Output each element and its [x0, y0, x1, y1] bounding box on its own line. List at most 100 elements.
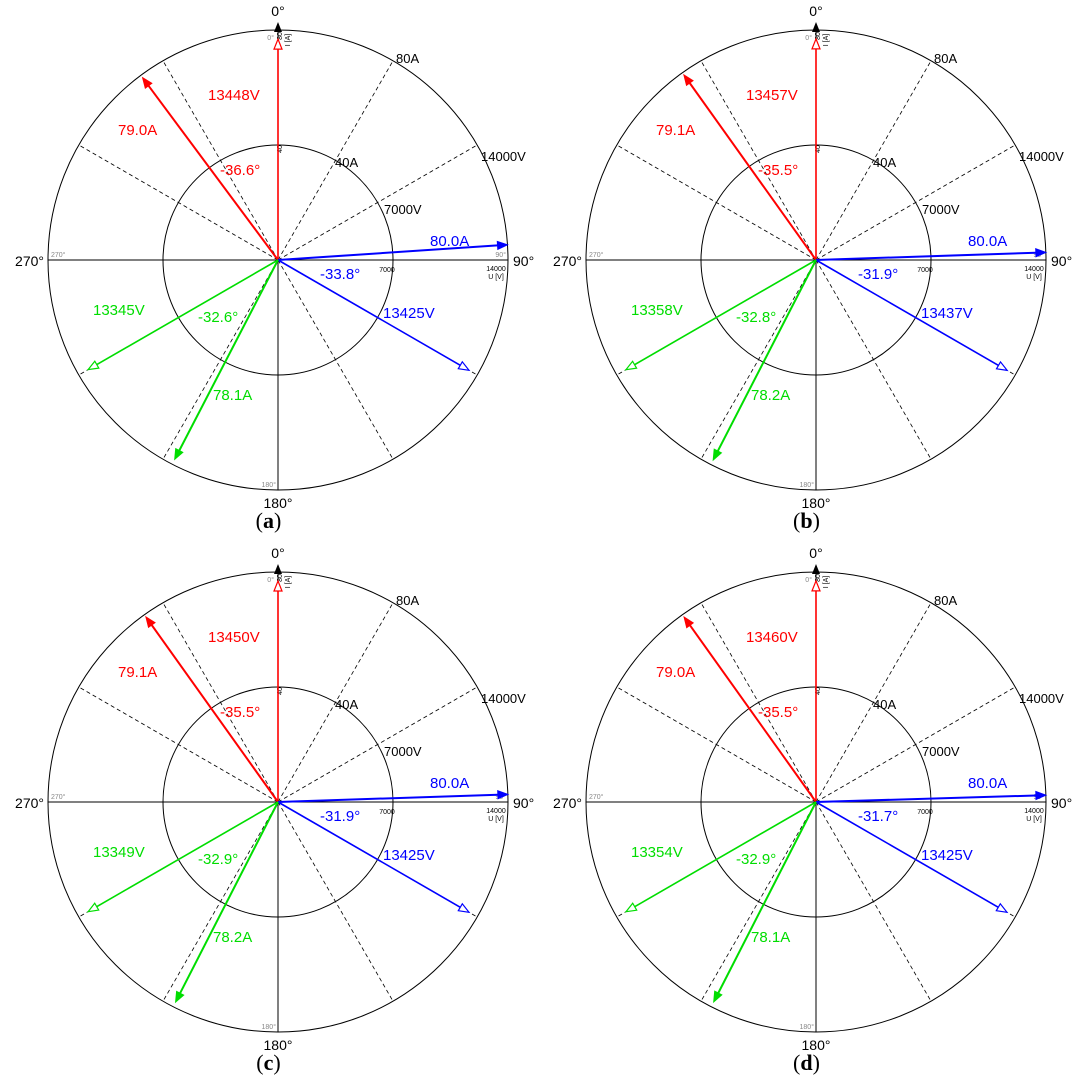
phase-angle-label-green: -32.9° — [198, 851, 238, 868]
voltage-axis-unit: U [V] — [1026, 274, 1042, 281]
grid-radial-60 — [815, 686, 1016, 803]
small-angle-label-270: 270° — [589, 793, 604, 801]
small-angle-label-90: 90° — [495, 251, 506, 259]
current-phasor-blue — [277, 244, 498, 261]
current-label-blue: 80.0A — [968, 233, 1007, 250]
voltage-tick-14000: 14000 — [1024, 808, 1044, 815]
current-phasor-blue — [277, 793, 498, 803]
small-angle-label-180: 180° — [262, 481, 277, 489]
grid-radial-210 — [162, 259, 279, 460]
grid-radial-330 — [700, 60, 817, 261]
current-phasor-red — [147, 85, 279, 261]
small-angle-label-0: 0° — [267, 576, 274, 584]
current-arrowhead-green — [712, 448, 723, 462]
voltage-axis-unit: U [V] — [1026, 816, 1042, 823]
grid-radial-300 — [616, 686, 817, 803]
grid-radial-150 — [815, 259, 932, 460]
current-axis-unit: I [A] — [285, 34, 292, 47]
voltage-tick-14000: 14000 — [1024, 266, 1044, 273]
ring-label-80a: 80A — [396, 593, 419, 608]
voltage-label-red: 13450V — [208, 629, 260, 646]
small-angle-label-180: 180° — [800, 1023, 815, 1031]
grid-radial-30 — [277, 60, 394, 261]
grid-radial-330 — [700, 602, 817, 803]
voltage-arrowhead-green — [624, 360, 638, 371]
angle-label-180: 180° — [802, 495, 831, 511]
current-tick-40: 40 — [815, 687, 822, 695]
angle-label-270: 270° — [15, 253, 44, 269]
ring-label-40a: 40A — [873, 155, 896, 170]
voltage-label-blue: 13425V — [383, 847, 435, 864]
current-phasor-blue — [815, 251, 1036, 261]
grid-radial-60 — [277, 686, 478, 803]
voltage-arrowhead-blue — [457, 902, 471, 914]
phasor-panel-c: 0°90°180°270°0°90°180°270°40A80A7000V140… — [0, 542, 537, 1084]
voltage-tick-7000: 7000 — [917, 267, 933, 274]
current-phasor-green — [716, 259, 817, 452]
current-phasor-green — [717, 801, 817, 994]
grid-radial-30 — [277, 602, 394, 803]
voltage-label-green: 13358V — [631, 302, 683, 319]
angle-label-0: 0° — [809, 545, 822, 561]
current-label-red: 79.0A — [118, 122, 157, 139]
ring-label-14000v: 14000V — [1019, 691, 1064, 706]
voltage-arrowhead-red — [273, 579, 283, 592]
current-arrowhead-green — [174, 447, 184, 461]
caption-b: (b) — [793, 508, 820, 533]
voltage-phasor-green — [96, 259, 279, 366]
phasor-chart-d: 0°90°180°270°0°90°180°270°40A80A7000V140… — [553, 545, 1072, 1053]
current-axis-unit: I [A] — [285, 576, 292, 589]
ring-label-7000v: 7000V — [922, 202, 960, 217]
voltage-phasor-blue — [815, 259, 999, 367]
ring-label-80a: 80A — [934, 51, 957, 66]
voltage-tick-7000: 7000 — [917, 809, 933, 816]
grid-radial-330 — [162, 60, 279, 261]
grid-radial-30 — [815, 602, 932, 803]
phase-angle-label-green: -32.9° — [736, 851, 776, 868]
voltage-tick-14000: 14000 — [486, 266, 506, 273]
ring-label-14000v: 14000V — [481, 149, 526, 164]
ring-label-80a: 80A — [934, 593, 957, 608]
angle-label-180: 180° — [264, 1037, 293, 1053]
grid-radial-300 — [616, 144, 817, 261]
caption-a: (a) — [255, 508, 282, 533]
current-tick-40: 40 — [277, 687, 284, 695]
ring-label-7000v: 7000V — [922, 744, 960, 759]
voltage-label-green: 13354V — [631, 844, 683, 861]
current-label-blue: 80.0A — [430, 775, 469, 792]
current-axis-unit: I [A] — [823, 34, 830, 47]
current-arrowhead-red — [145, 615, 156, 629]
up-arrow-icon — [812, 564, 820, 574]
grid-radial-210 — [162, 801, 279, 1002]
small-angle-label-180: 180° — [800, 481, 815, 489]
current-arrowhead-blue — [1035, 247, 1048, 258]
current-tick-80: 80 — [815, 32, 822, 40]
angle-label-180: 180° — [802, 1037, 831, 1053]
voltage-axis-unit: U [V] — [488, 274, 504, 281]
voltage-arrowhead-blue — [995, 902, 1009, 914]
voltage-label-red: 13460V — [746, 629, 798, 646]
voltage-arrowhead-blue — [995, 360, 1009, 372]
caption-c: (c) — [256, 1050, 281, 1075]
angle-label-270: 270° — [553, 253, 582, 269]
angle-label-270: 270° — [553, 795, 582, 811]
current-arrowhead-red — [141, 76, 153, 89]
grid-radial-150 — [815, 801, 932, 1002]
voltage-arrowhead-red — [811, 37, 821, 50]
grid-radial-60 — [277, 144, 478, 261]
current-phasor-blue — [815, 794, 1036, 803]
angle-label-270: 270° — [15, 795, 44, 811]
current-phasor-green — [179, 801, 279, 994]
current-phasor-red — [150, 624, 279, 803]
current-tick-80: 80 — [815, 574, 822, 582]
phase-angle-label-red: -35.5° — [220, 704, 260, 721]
voltage-arrowhead-red — [811, 579, 821, 592]
voltage-label-green: 13349V — [93, 844, 145, 861]
voltage-tick-14000: 14000 — [486, 808, 506, 815]
current-arrowhead-blue — [1035, 790, 1048, 801]
ring-label-80a: 80A — [396, 51, 419, 66]
small-angle-label-270: 270° — [51, 251, 66, 259]
phase-angle-label-blue: -31.9° — [858, 266, 898, 283]
voltage-label-blue: 13425V — [383, 305, 435, 322]
